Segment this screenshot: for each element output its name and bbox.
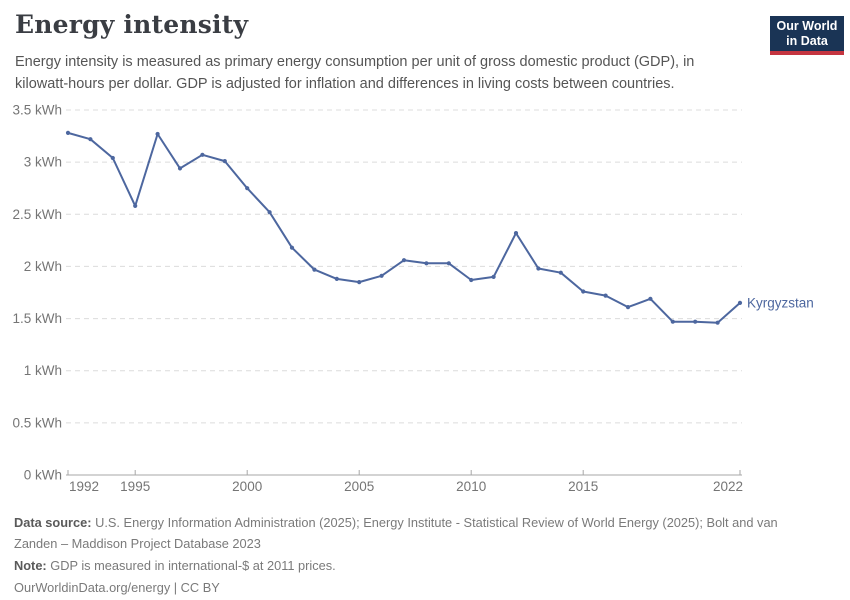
data-point[interactable] — [88, 137, 93, 142]
data-point[interactable] — [379, 273, 384, 278]
x-axis-tick-label: 1992 — [69, 479, 99, 494]
citation-link[interactable]: OurWorldinData.org/energy | CC BY — [14, 580, 220, 595]
chart-footer: Data source: U.S. Energy Information Adm… — [14, 512, 838, 598]
data-point[interactable] — [65, 130, 71, 135]
data-point[interactable] — [558, 270, 563, 275]
data-source-text-1: U.S. Energy Information Administration (… — [95, 515, 778, 530]
data-point[interactable] — [334, 276, 339, 281]
owid-logo-line-1: Our World — [776, 19, 838, 33]
chart-subtitle-line-1: Energy intensity is measured as primary … — [15, 54, 695, 70]
data-point[interactable] — [469, 277, 474, 283]
y-axis-tick-label: 2 kWh — [24, 259, 62, 274]
data-point[interactable] — [536, 266, 541, 271]
data-point[interactable] — [357, 280, 362, 285]
series-label[interactable]: Kyrgyzstan — [747, 295, 814, 310]
note-label: Note: — [14, 558, 47, 573]
y-axis-tick-label: 1.5 kWh — [12, 311, 62, 326]
line-chart[interactable]: 0 kWh 0.5 kWh 1 kWh 1.5 kWh 2 kWh 2.5 kWh 3 kW… — [0, 100, 850, 500]
data-point[interactable] — [133, 203, 138, 208]
note-line: Note: GDP is measured in international-$… — [14, 555, 838, 576]
series-line[interactable] — [67, 131, 741, 324]
x-axis-tick-label: 2005 — [344, 479, 374, 494]
y-axis-tick-label: 3.5 kWh — [12, 103, 62, 118]
y-axis-tick-label: 0 kWh — [24, 468, 62, 483]
x-axis-tick-label: 2015 — [568, 479, 598, 494]
data-source-line-2: Zanden – Maddison Project Database 2023 — [14, 533, 838, 554]
data-point[interactable] — [222, 159, 227, 164]
data-point[interactable] — [424, 261, 429, 266]
x-axis-tick-label: 2022 — [713, 479, 743, 494]
data-point[interactable] — [491, 274, 496, 279]
owid-logo[interactable]: Our World in Data — [770, 16, 844, 55]
data-point[interactable] — [581, 289, 586, 294]
data-point[interactable] — [110, 155, 115, 161]
data-point[interactable] — [401, 258, 407, 263]
chart-subtitle-line-2: kilowatt-hours per dollar. GDP is adjust… — [15, 75, 675, 92]
note-text: GDP is measured in international-$ at 20… — [50, 558, 336, 573]
x-axis-tick-label: 1995 — [120, 479, 150, 494]
data-point[interactable] — [625, 305, 631, 310]
data-point[interactable] — [513, 231, 519, 236]
data-point[interactable] — [289, 245, 295, 250]
data-point[interactable] — [177, 166, 183, 171]
data-point[interactable] — [603, 293, 608, 298]
data-source-text-2: Zanden – Maddison Project Database 2023 — [14, 536, 261, 551]
y-axis-tick-label: 1 kWh — [24, 363, 62, 378]
data-point[interactable] — [737, 300, 743, 305]
owid-logo-line-2: in Data — [786, 34, 828, 48]
data-point[interactable] — [312, 267, 317, 272]
data-point[interactable] — [446, 261, 451, 266]
y-axis-tick-label: 2.5 kWh — [12, 207, 62, 222]
y-axis-tick-label: 3 kWh — [24, 155, 62, 170]
data-source-label: Data source: — [14, 515, 92, 530]
data-source-line-1: Data source: U.S. Energy Information Adm… — [14, 512, 838, 533]
y-axis-tick-label: 0.5 kWh — [12, 415, 62, 430]
x-axis-tick-label: 2000 — [232, 479, 262, 494]
data-point[interactable] — [693, 319, 698, 324]
chart-title: Energy intensity — [15, 10, 249, 39]
data-point[interactable] — [267, 210, 272, 215]
data-point[interactable] — [200, 152, 205, 157]
x-axis-tick-label: 2010 — [456, 479, 486, 494]
data-point[interactable] — [245, 186, 250, 191]
chart-subtitle: Energy intensity is measured as primary … — [15, 52, 694, 95]
data-point[interactable] — [670, 319, 675, 324]
data-point[interactable] — [715, 320, 720, 325]
data-point[interactable] — [648, 296, 653, 301]
data-point[interactable] — [155, 131, 160, 137]
